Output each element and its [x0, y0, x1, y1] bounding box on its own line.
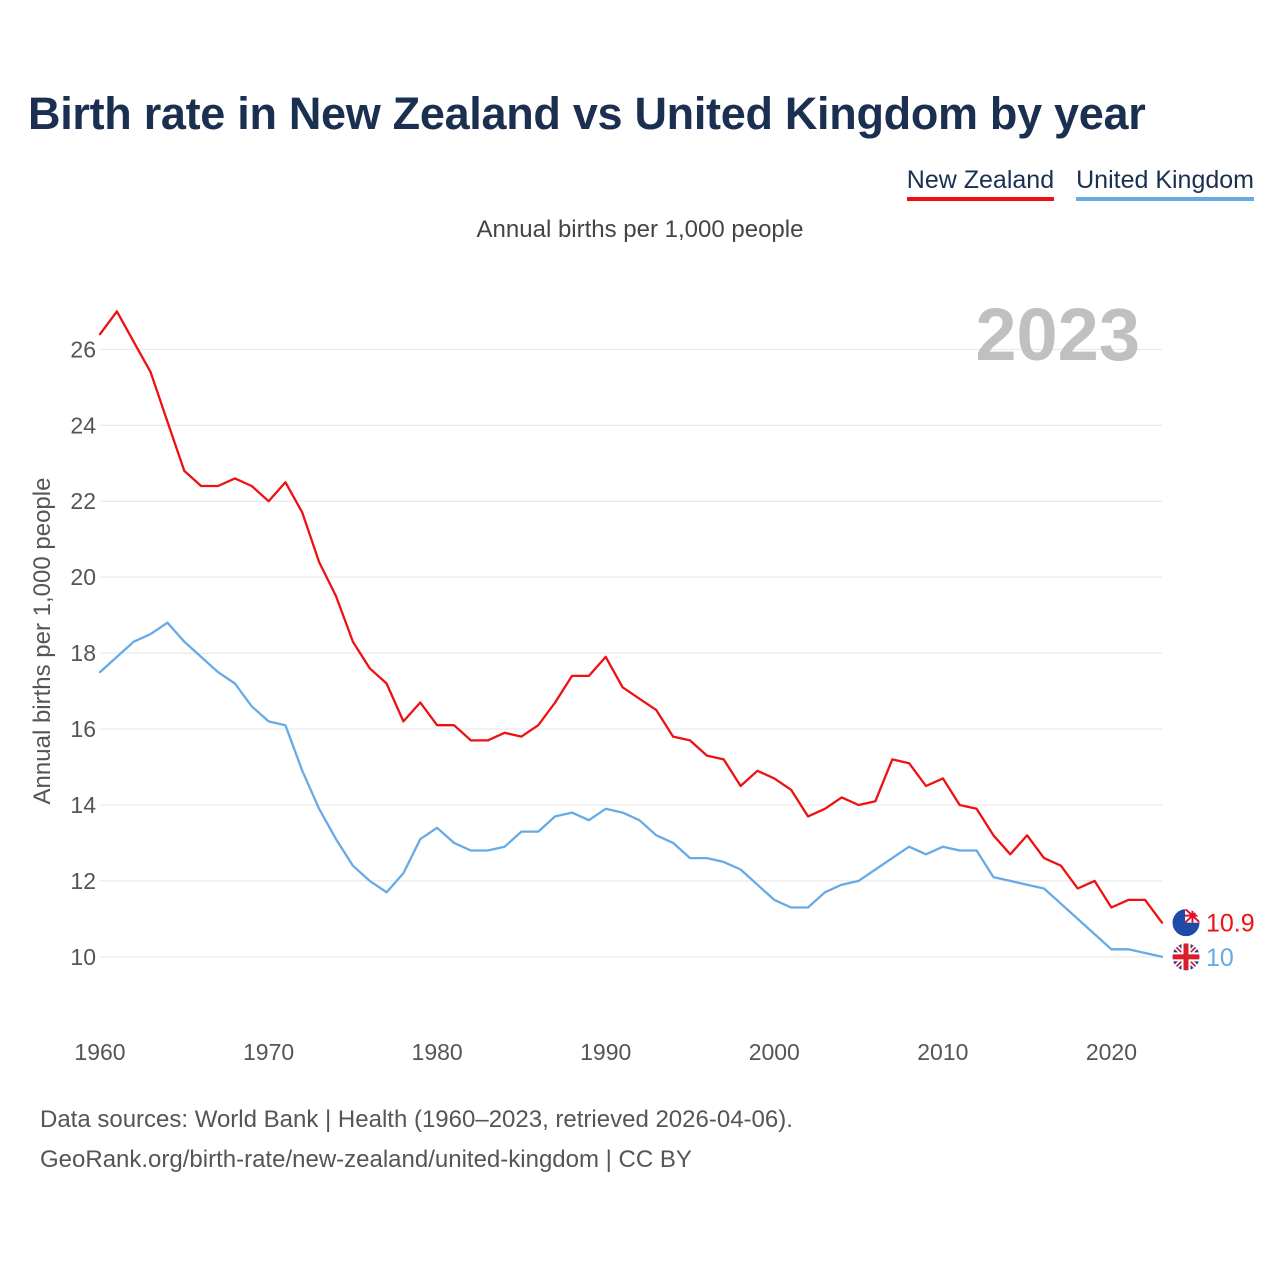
series-line-new-zealand[interactable]: [98, 310, 1164, 924]
x-tick-label-2020: 2020: [1086, 1039, 1137, 1065]
line-chart: 2023 10 12 14 16 18 20 22 24 26 1960 1970 1980 1990 2…: [29, 293, 1255, 1065]
y-tick-label-14: 14: [70, 792, 96, 818]
y-tick-label-22: 22: [70, 488, 96, 514]
x-tick-label-2000: 2000: [749, 1039, 800, 1065]
x-tick-label-1960: 1960: [74, 1039, 125, 1065]
y-tick-label-10: 10: [70, 944, 96, 970]
chart-title: Birth rate in New Zealand vs United King…: [28, 88, 1146, 139]
source-note: Data sources: World Bank | Health (1960–…: [40, 1106, 793, 1133]
x-tick-label-1980: 1980: [412, 1039, 463, 1065]
y-tick-label-26: 26: [70, 336, 96, 362]
legend-item-new-zealand[interactable]: New Zealand: [906, 165, 1055, 201]
y-tick-label-12: 12: [70, 868, 96, 894]
y-tick-label-20: 20: [70, 564, 96, 590]
y-tick-label-18: 18: [70, 640, 96, 666]
end-value-label-united-kingdom: 10: [1206, 944, 1234, 972]
legend: New Zealand United Kingdom: [906, 165, 1254, 201]
year-watermark: 2023: [975, 293, 1140, 376]
x-tick-label-1970: 1970: [243, 1039, 294, 1065]
y-tick-label-16: 16: [70, 716, 96, 742]
flag-icon-united-kingdom: [1171, 942, 1201, 972]
x-tick-label-2010: 2010: [917, 1039, 968, 1065]
chart-subtitle: Annual births per 1,000 people: [476, 216, 804, 243]
y-axis-title: Annual births per 1,000 people: [29, 478, 56, 805]
y-tick-label-24: 24: [70, 412, 96, 438]
flag-icon-new-zealand: [1171, 908, 1201, 938]
series-line-united-kingdom[interactable]: [98, 621, 1164, 958]
end-value-label-new-zealand: 10.9: [1206, 910, 1255, 938]
legend-item-united-kingdom[interactable]: United Kingdom: [1076, 165, 1254, 201]
source-url[interactable]: GeoRank.org/birth-rate/new-zealand/unite…: [40, 1146, 692, 1173]
x-tick-label-1990: 1990: [580, 1039, 631, 1065]
